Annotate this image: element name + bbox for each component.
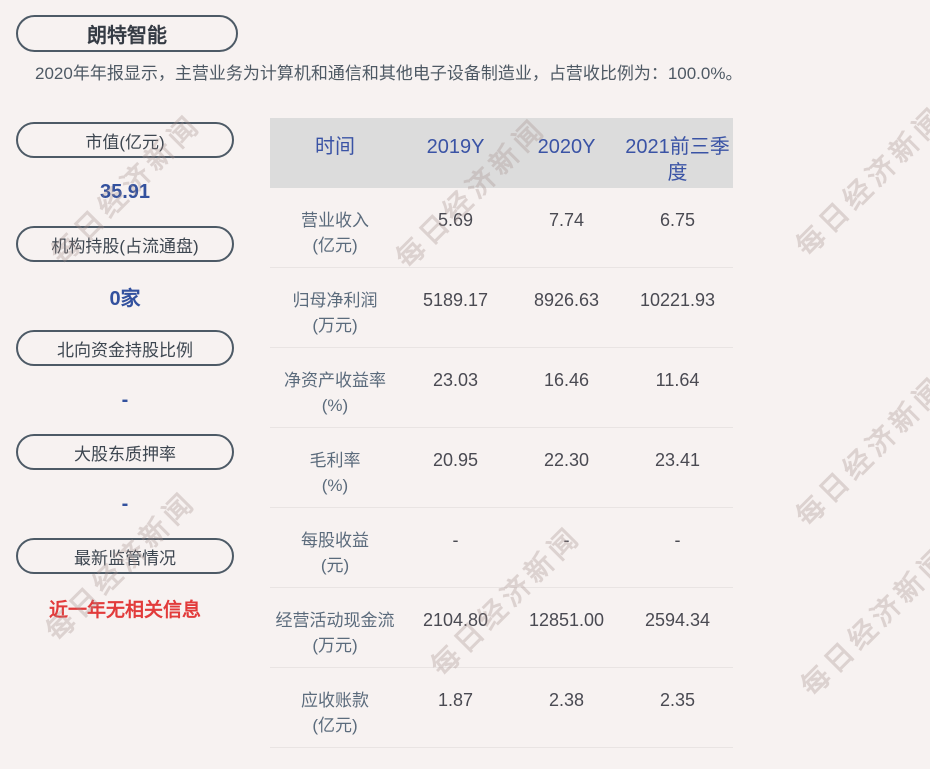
row-label-unit: (%) [321, 396, 349, 415]
table-row: 毛利率 (%) 20.95 22.30 23.41 [270, 428, 733, 508]
cell-2019y: - [452, 530, 459, 550]
row-label: 净资产收益率 (%) [270, 368, 400, 427]
row-label-name: 毛利率 [309, 451, 361, 470]
metric-label: 机构持股(占流通盘) [51, 236, 199, 256]
cell-2021q3: 6.75 [659, 210, 696, 230]
cell-2021q3: - [674, 530, 681, 550]
company-name: 朗特智能 [87, 25, 167, 47]
table-row: 经营活动现金流 (万元) 2104.80 12851.00 2594.34 [270, 588, 733, 668]
row-label-name: 每股收益 [301, 531, 369, 550]
metric-label-button[interactable]: 市值(亿元) [16, 122, 234, 158]
row-label: 经营活动现金流 (万元) [270, 608, 400, 667]
cell-2020y: 8926.63 [533, 290, 600, 310]
metric-label-button[interactable]: 机构持股(占流通盘) [16, 226, 234, 262]
table-row: 每股收益 (元) - - - [270, 508, 733, 588]
row-label-name: 应收账款 [301, 691, 369, 710]
cell-2021q3: 10221.93 [639, 290, 716, 310]
cell-2021q3: 23.41 [654, 450, 701, 470]
business-description: 2020年年报显示，主营业务为计算机和通信和其他电子设备制造业，占营收比例为：1… [35, 64, 743, 83]
metric-label: 市值(亿元) [85, 132, 165, 152]
sidebar-metric: 市值(亿元) 35.91 [16, 122, 234, 226]
sidebar-metric: 大股东质押率 - [16, 434, 234, 538]
table-row: 净资产收益率 (%) 23.03 16.46 11.64 [270, 348, 733, 428]
cell-2019y: 5189.17 [422, 290, 489, 310]
cell-2021q3: 2.35 [659, 690, 696, 710]
row-label: 每股收益 (元) [270, 528, 400, 587]
row-label-name: 归母净利润 [292, 291, 378, 310]
row-label: 营业收入 (亿元) [270, 208, 400, 267]
metric-label: 大股东质押率 [74, 444, 176, 464]
company-name-button[interactable]: 朗特智能 [16, 15, 238, 52]
cell-2021q3: 11.64 [655, 370, 700, 390]
watermark-text: 每日经济新闻 [795, 540, 930, 703]
sidebar: 市值(亿元) 35.91 机构持股(占流通盘) 0家 北向资金持股比例 - [16, 122, 234, 642]
row-label-unit: (亿元) [312, 236, 358, 255]
cell-2020y: 2.38 [548, 690, 585, 710]
row-label-name: 净资产收益率 [284, 371, 386, 390]
row-label-unit: (元) [320, 556, 350, 575]
cell-2020y: 16.46 [543, 370, 590, 390]
row-label: 毛利率 (%) [270, 448, 400, 507]
metric-label-button[interactable]: 北向资金持股比例 [16, 330, 234, 366]
cell-2020y: - [563, 530, 570, 550]
table-row: 营业收入 (亿元) 5.69 7.74 6.75 [270, 188, 733, 268]
metric-label-button[interactable]: 最新监管情况 [16, 538, 234, 574]
watermark-text: 每日经济新闻 [790, 370, 930, 533]
cell-2020y: 7.74 [548, 210, 585, 230]
cell-2019y: 2104.80 [422, 610, 489, 630]
row-label-name: 经营活动现金流 [275, 611, 395, 630]
metric-value: 近一年无相关信息 [48, 599, 201, 621]
metric-value: - [121, 388, 129, 411]
column-header: 2020Y [537, 136, 596, 158]
sidebar-metric: 北向资金持股比例 - [16, 330, 234, 434]
metric-value: 0家 [109, 287, 141, 310]
column-header: 时间 [315, 136, 355, 158]
row-label-unit: (%) [321, 476, 349, 495]
row-label: 应收账款 (亿元) [270, 688, 400, 747]
cell-2020y: 22.30 [543, 450, 590, 470]
row-label-name: 营业收入 [301, 211, 369, 230]
row-label-unit: (万元) [312, 316, 358, 335]
table-row: 归母净利润 (万元) 5189.17 8926.63 10221.93 [270, 268, 733, 348]
sidebar-metric: 最新监管情况 近一年无相关信息 [16, 538, 234, 642]
cell-2019y: 20.95 [432, 450, 479, 470]
metric-label: 北向资金持股比例 [57, 340, 193, 360]
row-label: 归母净利润 (万元) [270, 288, 400, 347]
watermark-text: 每日经济新闻 [790, 100, 930, 263]
cell-2021q3: 2594.34 [644, 610, 711, 630]
table-row: 应收账款 (亿元) 1.87 2.38 2.35 [270, 668, 733, 748]
metric-value: - [121, 492, 129, 515]
table-body: 营业收入 (亿元) 5.69 7.74 6.75 归母净利润 (万元) 5189… [270, 188, 733, 748]
cell-2019y: 23.03 [432, 370, 479, 390]
metric-value: 35.91 [99, 180, 151, 203]
row-label-unit: (万元) [312, 636, 358, 655]
column-header: 2021前三季度 [625, 136, 730, 184]
cell-2020y: 12851.00 [528, 610, 605, 630]
financial-table: 时间 2019Y 2020Y 2021前三季度 营业收入 (亿元) 5.69 7… [270, 118, 733, 748]
column-header: 2019Y [426, 136, 485, 158]
cell-2019y: 5.69 [437, 210, 474, 230]
sidebar-metric: 机构持股(占流通盘) 0家 [16, 226, 234, 330]
row-label-unit: (亿元) [312, 716, 358, 735]
metric-label: 最新监管情况 [74, 548, 176, 568]
table-header-row: 时间 2019Y 2020Y 2021前三季度 [270, 118, 733, 188]
cell-2019y: 1.87 [437, 690, 474, 710]
metric-label-button[interactable]: 大股东质押率 [16, 434, 234, 470]
